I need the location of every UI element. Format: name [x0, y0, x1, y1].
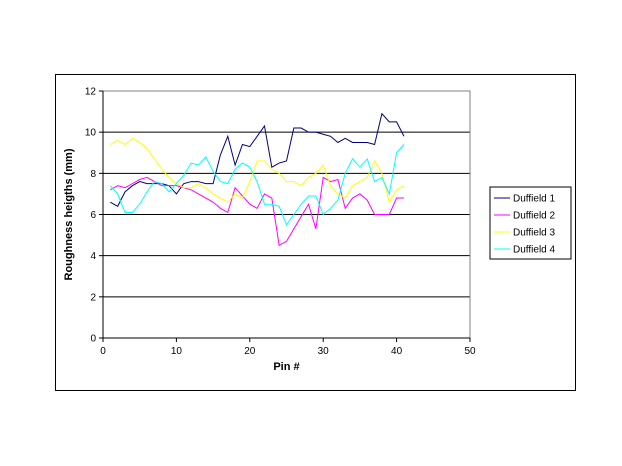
y-tick-label: 6 — [90, 210, 96, 221]
chart-frame: 0 2 4 6 8 10 12 0 10 20 30 40 50 Pin # Roughness hei… — [55, 74, 576, 391]
y-tick-label: 10 — [85, 128, 97, 139]
x-tick-label: 0 — [100, 346, 106, 357]
y-tick-label: 0 — [90, 334, 96, 345]
x-tick-label: 40 — [391, 346, 403, 357]
series-line-1 — [110, 112, 405, 207]
legend-box — [489, 186, 572, 260]
axes: 0 2 4 6 8 10 12 0 10 20 30 40 50 — [85, 87, 476, 358]
x-axis-title: Pin # — [273, 361, 299, 373]
legend-label: Duffield 2 — [513, 211, 556, 222]
grid-lines — [103, 90, 470, 298]
y-tick-label: 8 — [90, 169, 96, 180]
x-tick-label: 50 — [464, 346, 476, 357]
line-chart: 0 2 4 6 8 10 12 0 10 20 30 40 50 Pin # Roughness hei… — [63, 87, 572, 373]
x-tick-label: 30 — [318, 346, 330, 357]
legend-label: Duffield 3 — [513, 228, 556, 239]
series-lines — [109, 112, 405, 247]
legend-label: Duffield 1 — [513, 194, 556, 205]
y-tick-label: 12 — [85, 87, 97, 98]
y-axis-title: Roughness heigths (mm) — [63, 148, 75, 280]
series-line-4 — [109, 144, 405, 226]
y-tick-label: 4 — [90, 251, 96, 262]
x-tick-label: 10 — [171, 346, 183, 357]
series-line-3 — [110, 137, 405, 204]
series-line-2 — [110, 176, 404, 247]
legend: Duffield 1 Duffield 2 Duffield 3 Duffield 4 — [489, 186, 572, 260]
x-tick-label: 20 — [244, 346, 256, 357]
y-tick-label: 2 — [90, 292, 96, 303]
legend-label: Duffield 4 — [513, 245, 556, 256]
